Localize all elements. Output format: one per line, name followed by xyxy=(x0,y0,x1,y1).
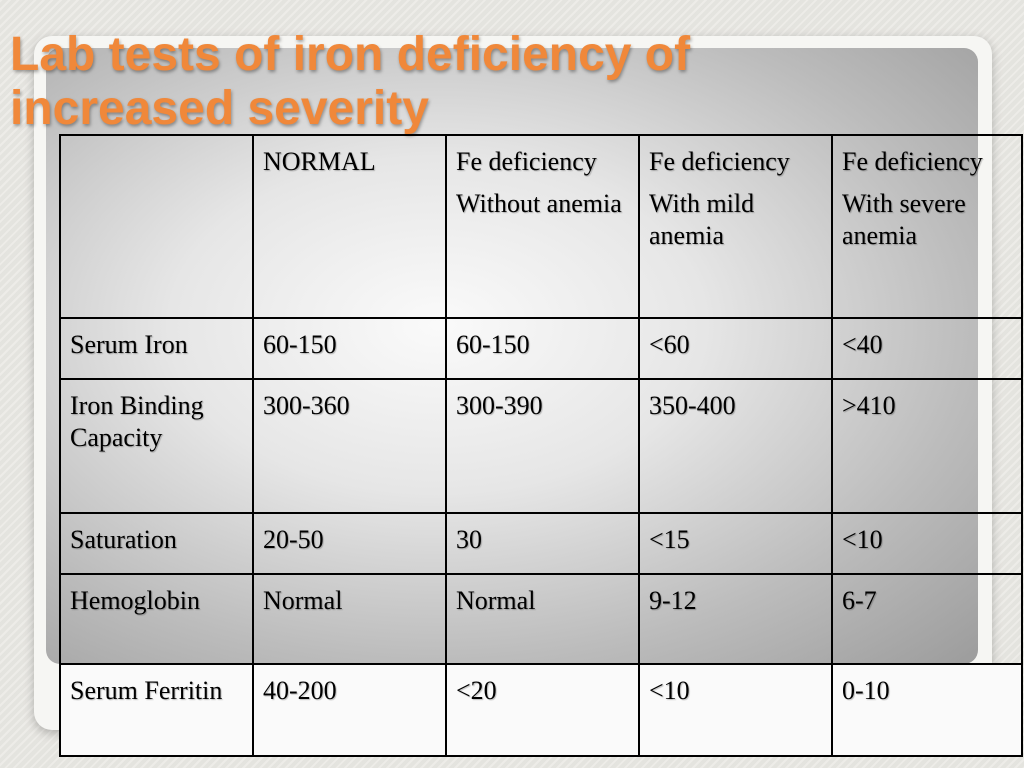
table-cell: Normal xyxy=(445,573,640,665)
table-cell: 0-10 xyxy=(831,663,1023,757)
row-label: Serum Iron xyxy=(59,317,254,380)
table-cell: 6-7 xyxy=(831,573,1023,665)
header-cell-mild-anemia: Fe deficiency With mild anemia xyxy=(638,134,833,319)
table-cell: 60-150 xyxy=(252,317,447,380)
header-line2: With mild anemia xyxy=(649,189,755,250)
table-cell: 300-390 xyxy=(445,378,640,514)
table-row: Saturation 20-50 30 <15 <10 xyxy=(59,512,1023,575)
table-cell: 60-150 xyxy=(445,317,640,380)
table-cell: <15 xyxy=(638,512,833,575)
header-line1: Fe deficiency xyxy=(842,147,983,176)
header-cell-empty xyxy=(59,134,254,319)
header-line1: Fe deficiency xyxy=(649,147,790,176)
row-label: Serum Ferritin xyxy=(59,663,254,757)
table-row: Serum Ferritin 40-200 <20 <10 0-10 xyxy=(59,663,1023,757)
row-label: Saturation xyxy=(59,512,254,575)
slide-title: Lab tests of iron deficiency of increase… xyxy=(10,28,690,136)
table-cell: 20-50 xyxy=(252,512,447,575)
slide-title-line-2: increased severity xyxy=(10,82,429,135)
table-cell: >410 xyxy=(831,378,1023,514)
table-cell: <10 xyxy=(831,512,1023,575)
header-cell-without-anemia: Fe deficiency Without anemia xyxy=(445,134,640,319)
header-line2: With severe anemia xyxy=(842,189,966,250)
table-cell: Normal xyxy=(252,573,447,665)
table-cell: <60 xyxy=(638,317,833,380)
table-cell: 30 xyxy=(445,512,640,575)
header-cell-normal: NORMAL xyxy=(252,134,447,319)
header-line2: Without anemia xyxy=(456,189,622,218)
row-label: Hemoglobin xyxy=(59,573,254,665)
table-row: Hemoglobin Normal Normal 9-12 6-7 xyxy=(59,573,1023,665)
header-normal-label: NORMAL xyxy=(263,147,376,176)
table-cell: 300-360 xyxy=(252,378,447,514)
table-row: Serum Iron 60-150 60-150 <60 <40 xyxy=(59,317,1023,380)
lab-tests-table: NORMAL Fe deficiency Without anemia Fe d… xyxy=(59,134,1023,757)
table-row: Iron Binding Capacity 300-360 300-390 35… xyxy=(59,378,1023,514)
header-cell-severe-anemia: Fe deficiency With severe anemia xyxy=(831,134,1023,319)
table-cell: <40 xyxy=(831,317,1023,380)
table-cell: <20 xyxy=(445,663,640,757)
table-cell: 9-12 xyxy=(638,573,833,665)
header-line1: Fe deficiency xyxy=(456,147,597,176)
slide-title-line-1: Lab tests of iron deficiency of xyxy=(10,28,691,81)
table-cell: 350-400 xyxy=(638,378,833,514)
table-cell: <10 xyxy=(638,663,833,757)
table-cell: 40-200 xyxy=(252,663,447,757)
row-label: Iron Binding Capacity xyxy=(59,378,254,514)
table-header-row: NORMAL Fe deficiency Without anemia Fe d… xyxy=(59,134,1023,319)
